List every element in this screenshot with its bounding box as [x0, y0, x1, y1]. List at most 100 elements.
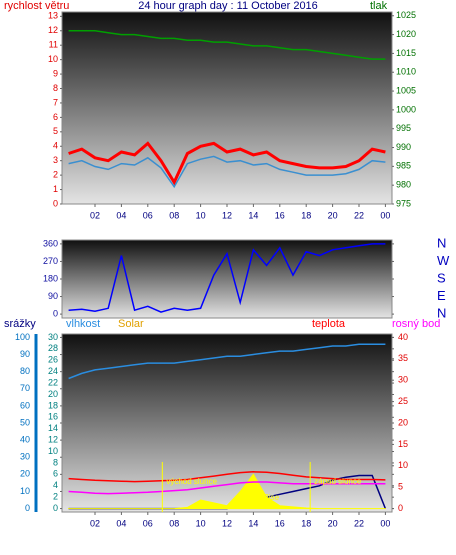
x-tick-label: 06 — [143, 210, 153, 220]
y-tick-label: 100 — [15, 332, 30, 342]
y2-tick-label: 24 — [48, 366, 58, 376]
y3-tick-label: 0 — [398, 503, 403, 513]
y2-tick-label: 1020 — [396, 29, 416, 39]
plot-area — [61, 11, 393, 205]
x-tick-label: 18 — [301, 518, 311, 528]
y-tick-label: 12 — [48, 25, 58, 35]
legend-label: teplota — [312, 318, 346, 330]
y3-tick-label: 40 — [398, 332, 408, 342]
y2-tick-label: S — [437, 270, 446, 285]
y2-tick-label: 6 — [53, 469, 58, 479]
y-tick-label: 9 — [53, 68, 58, 78]
legend-label: vlhkost — [66, 318, 100, 330]
series-line — [68, 471, 386, 483]
y-tick-label: 2 — [53, 170, 58, 180]
annotation: východ slunce — [166, 477, 217, 486]
chart-title: 24 hour graph day : 11 October 2016 — [138, 0, 318, 12]
x-tick-label: 10 — [196, 210, 206, 220]
x-tick-label: 16 — [275, 210, 285, 220]
y-tick-label: 7 — [53, 97, 58, 107]
x-tick-label: 02 — [90, 518, 100, 528]
series-line — [68, 141, 386, 186]
x-tick-label: 20 — [328, 518, 338, 528]
y-tick-label: 4 — [53, 141, 58, 151]
y2-tick-label: 20 — [48, 389, 58, 399]
x-tick-label: 10 — [196, 518, 206, 528]
y3-tick-label: 35 — [398, 353, 408, 363]
y2-tick-label: 1015 — [396, 48, 416, 58]
y2-tick-label: 22 — [48, 377, 58, 387]
y2-tick-label: 990 — [396, 142, 411, 152]
y2-tick-label: 14 — [48, 423, 58, 433]
annotation: Moon Rise — [241, 493, 280, 502]
series-line — [68, 243, 386, 313]
y-tick-label: 60 — [20, 400, 30, 410]
x-tick-label: 04 — [116, 518, 126, 528]
legend-label: rosný bod — [392, 318, 440, 330]
x-tick-label: 14 — [248, 518, 258, 528]
y-tick-label: 30 — [20, 452, 30, 462]
x-tick-label: 16 — [275, 518, 285, 528]
y-tick-label: 90 — [20, 349, 30, 359]
series-line — [68, 30, 386, 60]
y2-tick-label: 30 — [48, 332, 58, 342]
y2-tick-label: 995 — [396, 123, 411, 133]
y-tick-label: 70 — [20, 383, 30, 393]
legend-label: srážky — [4, 318, 36, 330]
y3-tick-label: 5 — [398, 482, 403, 492]
y2-tick-label: 0 — [53, 503, 58, 513]
annotation: západ slunce — [314, 477, 362, 486]
y2-tick-label: N — [437, 235, 446, 250]
y2-tick-label: W — [437, 253, 450, 268]
x-tick-label: 22 — [354, 518, 364, 528]
x-tick-label: 04 — [116, 210, 126, 220]
y2-tick-label: 12 — [48, 434, 58, 444]
x-tick-label: 08 — [169, 210, 179, 220]
y2-tick-label: 18 — [48, 400, 58, 410]
plot-area — [61, 239, 393, 319]
y-tick-label: 5 — [53, 126, 58, 136]
y2-axis-label: tlak — [370, 0, 388, 12]
y2-tick-label: 4 — [53, 480, 58, 490]
x-tick-label: 12 — [222, 518, 232, 528]
y-tick-label: 3 — [53, 155, 58, 165]
series-line — [68, 343, 386, 380]
y2-tick-label: 985 — [396, 161, 411, 171]
y-tick-label: 11 — [49, 40, 58, 50]
y2-tick-label: 16 — [48, 412, 58, 422]
y-tick-label: 80 — [20, 366, 30, 376]
x-tick-label: 12 — [222, 210, 232, 220]
y-axis-label: rychlost větru — [4, 0, 69, 12]
y2-tick-label: N — [437, 306, 446, 321]
x-tick-label: 02 — [90, 210, 100, 220]
x-tick-label: 20 — [328, 210, 338, 220]
y3-tick-label: 25 — [398, 396, 408, 406]
series-line — [68, 481, 386, 495]
y-tick-label: 1 — [53, 184, 58, 194]
y3-tick-label: 30 — [398, 375, 408, 385]
x-tick-label: 18 — [301, 210, 311, 220]
y2-tick-label: 2 — [53, 492, 58, 502]
series-line — [68, 155, 386, 189]
y3-tick-label: 15 — [398, 439, 408, 449]
y-tick-label: 6 — [53, 112, 58, 122]
y-tick-label: 360 — [43, 238, 58, 248]
y2-tick-label: 980 — [396, 180, 411, 190]
x-tick-label: 00 — [380, 518, 390, 528]
y-tick-label: 10 — [20, 486, 30, 496]
y2-tick-label: 1005 — [396, 85, 416, 95]
y-tick-label: 0 — [25, 503, 30, 513]
y-tick-label: 40 — [20, 434, 30, 444]
y2-tick-label: 26 — [48, 355, 58, 365]
x-tick-label: 14 — [248, 210, 258, 220]
y-tick-label: 0 — [53, 308, 58, 318]
y-tick-label: 50 — [20, 417, 30, 427]
y-tick-label: 13 — [48, 11, 58, 21]
y2-tick-label: 28 — [48, 343, 58, 353]
y-tick-label: 8 — [53, 83, 58, 93]
y2-tick-label: 10 — [48, 446, 58, 456]
y2-tick-label: 8 — [53, 457, 58, 467]
y-tick-label: 180 — [43, 273, 58, 283]
y-tick-label: 20 — [20, 469, 30, 479]
